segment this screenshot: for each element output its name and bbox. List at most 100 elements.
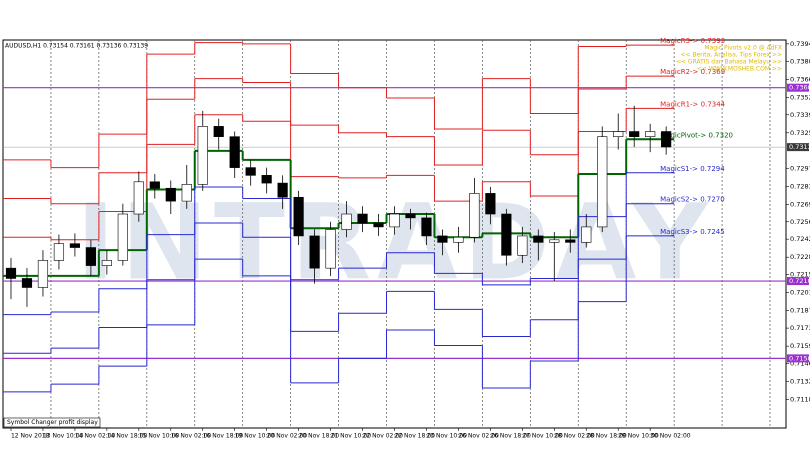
- candle-body: [293, 196, 304, 237]
- info-line: << WWW.MOSHEB.COM >>: [697, 66, 782, 73]
- y-tick-label: 0.71870: [790, 307, 810, 315]
- candle-body: [613, 131, 624, 137]
- price-tag: [787, 354, 809, 363]
- current-price-tag: [787, 143, 809, 152]
- chart-header: AUDUSD,H1 0.73154 0.73161 0.73136 0.7313…: [5, 43, 148, 50]
- y-tick-label: 0.72150: [790, 271, 810, 279]
- level-label: MagicS3-> 0.7245: [660, 228, 725, 236]
- price-tag: [787, 83, 809, 92]
- y-tick-label: 0.71180: [790, 396, 810, 404]
- y-tick-label: 0.72010: [790, 289, 810, 297]
- x-tick-label: 22 Nov 02:00: [363, 433, 404, 440]
- x-tick-label: 20 Nov 18:00: [299, 433, 340, 440]
- candle-body: [341, 213, 352, 230]
- y-tick-label: 0.73525: [790, 93, 810, 101]
- info-line: << Berita, Analisa, Tips Forex >>: [680, 52, 782, 59]
- y-tick-label: 0.73665: [790, 75, 810, 83]
- y-tick-label: 0.71460: [790, 360, 810, 368]
- candle-body: [453, 236, 464, 243]
- y-tick-label: 0.72695: [790, 200, 810, 208]
- candle-body: [53, 243, 65, 261]
- candle-body: [469, 193, 480, 238]
- x-tick-label: 28 Nov 02:00: [554, 433, 595, 440]
- candle-body: [133, 181, 144, 215]
- y-tick-label: 0.72975: [790, 164, 810, 172]
- x-tick-label: 16 Nov 18:00: [203, 433, 244, 440]
- level-label: MagicS2-> 0.7270: [660, 196, 725, 204]
- x-tick-label: 12 Nov 2018: [11, 433, 50, 440]
- candle-body: [309, 235, 320, 269]
- y-tick-label: 0.72285: [790, 253, 810, 261]
- y-tick-label: 0.73390: [790, 111, 810, 119]
- x-tick-label: 14 Nov 02:00: [75, 433, 116, 440]
- x-tick-label: 26 Nov 02:00: [458, 433, 499, 440]
- y-tick-label: 0.72560: [790, 218, 810, 226]
- candle-body: [373, 222, 384, 228]
- y-tick-label: 0.71595: [790, 342, 810, 350]
- candle-body: [277, 182, 288, 198]
- candle-body: [181, 184, 192, 202]
- level-label: MagicR1-> 0.7344: [660, 100, 726, 108]
- x-tick-label: 23 Nov 10:00: [426, 433, 467, 440]
- y-tick-label: 0.73940: [790, 40, 810, 48]
- x-tick-label: 30 Nov 02:00: [650, 433, 691, 440]
- y-tick-label: 0.72835: [790, 182, 810, 190]
- level-label: MagicR3-> 0.7393: [660, 37, 725, 45]
- candle-body: [405, 213, 416, 219]
- candle-body: [629, 131, 640, 137]
- level-label: MagicS1-> 0.7294: [660, 165, 725, 173]
- level-label: MagicR2-> 0.7369: [660, 68, 725, 76]
- x-tick-label: 15 Nov 10:00: [139, 433, 180, 440]
- candle-body: [597, 136, 608, 228]
- candle-body: [357, 213, 368, 224]
- candle-body: [213, 126, 224, 137]
- level-label: MagicPivot-> 0.7320: [660, 131, 733, 139]
- chart-layer: MagicR3-> 0.7393 MagicR2-> 0.7369 MagicR1-…: [3, 37, 789, 431]
- candle-body: [21, 278, 33, 288]
- candle-body: [421, 217, 432, 237]
- candle-body: [325, 229, 336, 269]
- candle-body: [197, 126, 208, 185]
- candle-body: [117, 213, 128, 261]
- candle-body: [389, 213, 400, 228]
- candle-body: [437, 235, 448, 243]
- x-tick-label: 28 Nov 18:00: [586, 433, 627, 440]
- candle-body: [533, 235, 544, 243]
- candle-body: [261, 175, 272, 184]
- candle-body: [101, 260, 112, 266]
- x-tick-label: 16 Nov 02:00: [171, 433, 212, 440]
- candle-body: [37, 260, 49, 288]
- candle-body: [245, 167, 256, 176]
- info-line: Magic Pivots v2.0 @ AdFX: [704, 45, 782, 52]
- y-tick-label: 0.73805: [790, 57, 810, 65]
- x-tick-label: 26 Nov 18:00: [490, 433, 531, 440]
- price-tag: [787, 277, 809, 286]
- candle-body: [501, 213, 512, 256]
- x-tick-label: 27 Nov 10:00: [522, 433, 563, 440]
- y-tick-label: 0.71320: [790, 378, 810, 386]
- x-tick-label: 21 Nov 10:00: [331, 433, 372, 440]
- candle-body: [517, 235, 528, 256]
- candle-body: [5, 267, 17, 279]
- y-tick-label: 0.72425: [790, 235, 810, 243]
- candle-body: [485, 193, 496, 215]
- x-tick-label: 14 Nov 18:00: [107, 433, 148, 440]
- candle-body: [581, 226, 592, 243]
- candle-body: [229, 136, 240, 168]
- candle-body: [661, 131, 672, 148]
- x-tick-label: 22 Nov 18:00: [395, 433, 436, 440]
- x-tick-label: 29 Nov 10:00: [618, 433, 659, 440]
- x-tick-label: 19 Nov 10:00: [235, 433, 276, 440]
- candle-body: [549, 239, 560, 243]
- current-price-label: 0.73139: [789, 143, 810, 151]
- x-tick-label: 13 Nov 10:00: [43, 433, 84, 440]
- y-tick-label: 0.71735: [790, 324, 810, 332]
- candle-body: [69, 243, 81, 248]
- candle-body: [645, 131, 656, 137]
- candle-body: [565, 239, 576, 243]
